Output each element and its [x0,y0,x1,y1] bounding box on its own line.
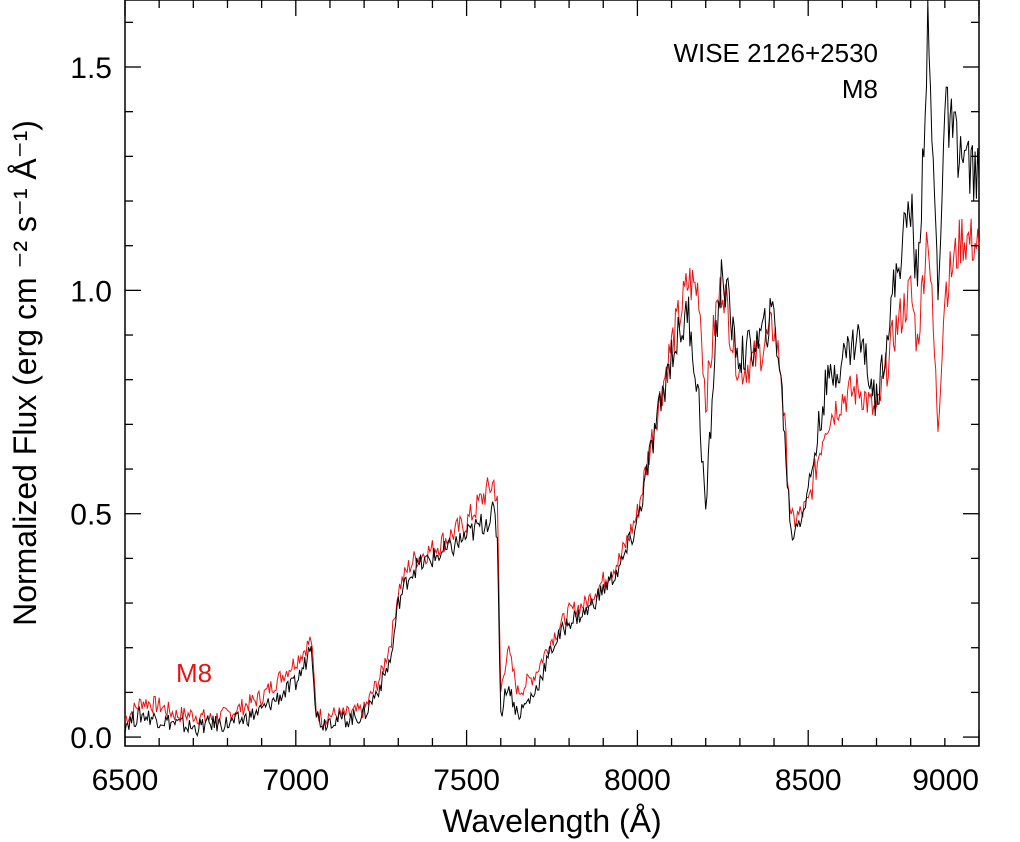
y-tick-label: 0.5 [70,499,112,532]
object-name-label: WISE 2126+2530 [673,38,878,68]
ticks-layer [124,0,980,746]
x-tick-label: 8500 [775,764,842,797]
object-type-label: M8 [842,74,878,104]
y-axis-title: Normalized Flux (erg cm ⁻² s⁻¹ Å⁻¹) [7,120,43,626]
y-tick-label: 0.0 [70,722,112,755]
x-tick-label: 7500 [433,764,500,797]
spectrum-line-1 [124,0,980,738]
spectrum-line-0 [124,218,980,728]
tick-labels: 6500 7000 7500 8000 8500 9000 0.0 0.5 1.0 1.5 [70,52,979,797]
x-axis-title: Wavelength (Å) [442,803,661,839]
x-tick-label: 8000 [604,764,671,797]
plot-frame [124,0,980,747]
y-tick-label: 1.0 [70,275,112,308]
x-tick-label: 9000 [912,764,979,797]
x-tick-label: 6500 [92,764,159,797]
series-layer [124,0,980,738]
y-tick-label: 1.5 [70,52,112,85]
x-tick-label: 7000 [262,764,329,797]
template-legend-label: M8 [176,658,212,688]
